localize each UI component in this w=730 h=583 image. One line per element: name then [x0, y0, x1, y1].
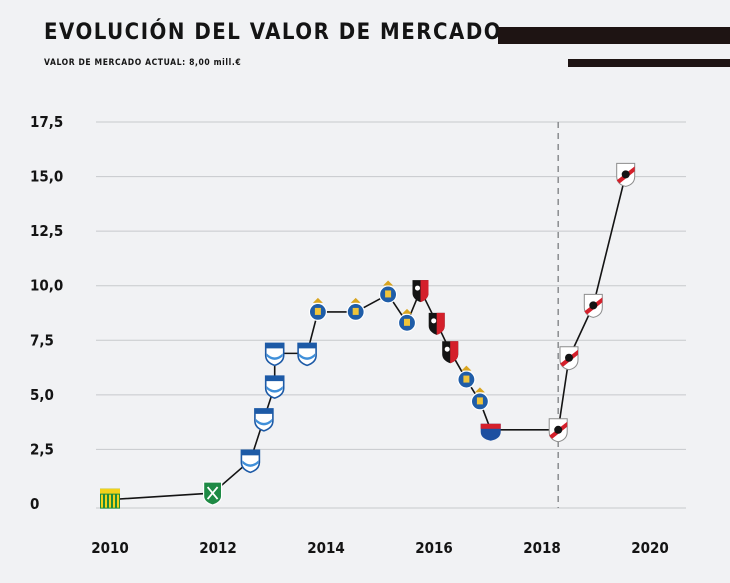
data-point-nacional [203, 481, 223, 506]
chart-subtitle: VALOR DE MERCADO ACTUAL: 8,00 mill.€ [44, 58, 242, 68]
data-point-aldosivi [100, 488, 120, 509]
data-point-river-plate [616, 162, 636, 187]
data-point-pachuca [264, 375, 285, 399]
decorative-bar-bottom [568, 59, 730, 67]
grid-layer [96, 121, 686, 509]
data-point-river-plate [548, 418, 568, 443]
data-point-rennes [412, 280, 429, 303]
y-tick-label: 7,5 [30, 331, 54, 349]
y-tick-label: 15,0 [30, 168, 63, 186]
data-point-river-plate [559, 346, 579, 371]
x-tick-label: 2018 [523, 539, 561, 557]
y-tick-label: 10,0 [30, 277, 63, 295]
x-tick-label: 2012 [199, 539, 237, 557]
y-tick-label: 0 [30, 495, 39, 513]
data-point-pachuca [297, 342, 317, 367]
data-point-porto [379, 280, 398, 304]
data-point-porto [346, 297, 365, 322]
x-tick-label: 2010 [91, 539, 129, 557]
data-point-porto [457, 365, 476, 389]
series-line-layer [109, 174, 627, 501]
data-point-medellin [480, 423, 501, 441]
y-axis-ticks: 0 2,5 5,0 7,5 10,0 12,5 15,0 17,5 [30, 113, 63, 513]
data-point-pachuca [254, 408, 274, 432]
data-point-porto [470, 387, 489, 411]
data-point-pachuca [240, 449, 261, 474]
x-tick-label: 2014 [307, 539, 345, 557]
decorative-bar-top [498, 27, 730, 44]
series-line [109, 174, 627, 501]
y-tick-label: 12,5 [30, 222, 63, 240]
marker-layer [100, 162, 636, 509]
x-tick-label: 2016 [415, 539, 453, 557]
chart-title: EVOLUCIÓN DEL VALOR DE MERCADO [44, 20, 503, 45]
y-tick-label: 5,0 [30, 386, 54, 404]
data-point-rennes [442, 341, 459, 364]
x-tick-label: 2020 [631, 539, 669, 557]
y-tick-label: 2,5 [30, 440, 54, 458]
data-point-rennes [428, 312, 445, 335]
data-point-river-plate [583, 293, 603, 318]
y-tick-label: 17,5 [30, 113, 63, 131]
data-point-porto [308, 297, 327, 322]
data-point-pachuca [264, 342, 285, 367]
x-axis-ticks: 2010 2012 2014 2016 2018 2020 [91, 539, 669, 557]
data-point-porto [397, 308, 417, 332]
